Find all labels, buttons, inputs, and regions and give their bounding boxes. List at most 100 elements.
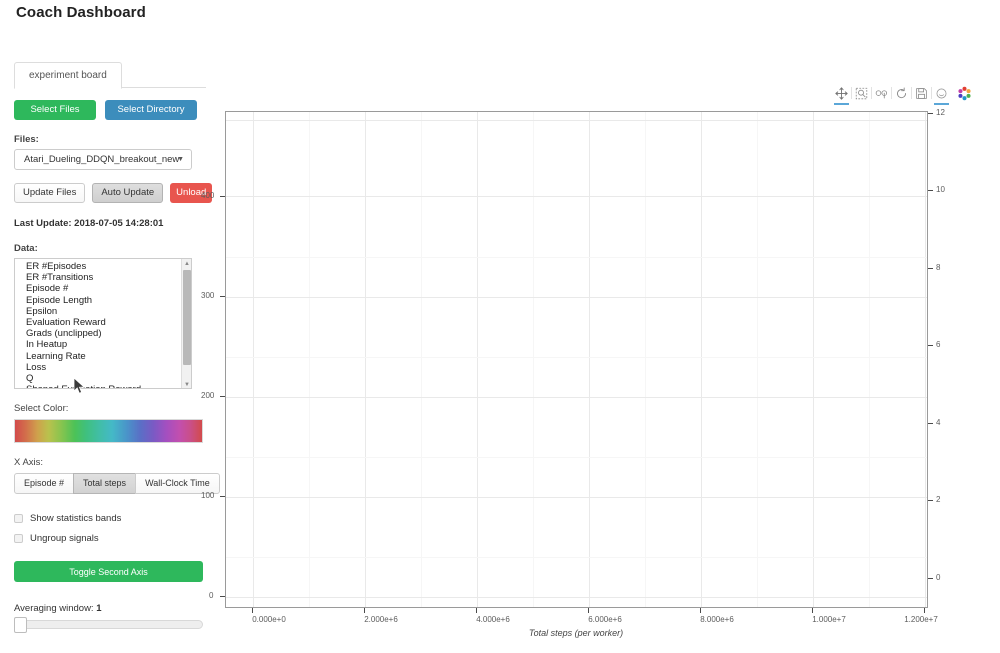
files-label: Files: [14,134,39,145]
list-item[interactable]: Loss [26,361,47,373]
list-item[interactable]: Evaluation Reward [26,317,106,329]
gridline-v-minor [869,112,870,607]
select-directory-button[interactable]: Select Directory [105,100,197,120]
toolbar-divider [891,87,892,99]
save-icon[interactable] [912,83,931,104]
y-right-tick-label: 12 [936,108,945,117]
gridline-v-minor [309,112,310,607]
x-tick-label: 8.000e+6 [700,615,734,624]
list-item[interactable]: Episode # [26,283,69,295]
data-label: Data: [14,243,38,254]
y-left-tick-label: 300 [201,291,215,300]
x-axis-option-wall-clock[interactable]: Wall-Clock Time [135,473,220,494]
wheel-zoom-icon[interactable] [872,83,891,104]
update-files-button[interactable]: Update Files [14,183,86,203]
y-right-tick-label: 0 [936,573,941,582]
pan-icon[interactable] [832,83,851,105]
y-right-tick-label: 6 [936,340,941,349]
list-item[interactable]: Shaped Evaluation Reward [15,384,191,388]
show-statistics-bands-checkbox[interactable] [14,514,23,523]
y-left-tick [220,196,225,197]
tab-experiment-board[interactable]: experiment board [14,62,122,89]
list-item[interactable]: Episode Length [26,294,93,306]
x-axis-selector: Episode # Total steps Wall-Clock Time [14,473,220,494]
list-item[interactable]: ER #Transitions [26,272,94,284]
gridline-h [226,297,927,298]
y-left-tick-label: 0 [209,591,214,600]
gridline-v [813,112,814,607]
slider-thumb[interactable] [14,617,27,633]
hover-icon[interactable] [932,83,951,105]
file-action-buttons: Update Files Auto Update Unload [14,183,213,203]
data-listbox-scrollbar[interactable]: ▲ ▼ [181,259,191,388]
list-item[interactable]: Grads (unclipped) [26,328,102,340]
gridline-v-minor [533,112,534,607]
y-right-tick-label: 8 [936,263,941,272]
x-axis-option-episode[interactable]: Episode # [14,473,75,494]
x-tick-label: 4.000e+6 [476,615,510,624]
x-axis-label: X Axis: [14,457,44,468]
gridline-h [226,597,927,598]
list-item[interactable]: ER #Episodes [26,261,87,272]
ungroup-signals-row[interactable]: Ungroup signals [14,533,206,544]
gridline-h [226,497,927,498]
y-right-tick [928,113,933,114]
x-tick-label: 1.000e+7 [812,615,846,624]
control-panel: experiment board Select Files Select Dir… [14,62,220,633]
ungroup-signals-checkbox[interactable] [14,534,23,543]
x-tick [700,608,701,613]
plot-area: 400 300 200 100 0 12 10 8 6 4 2 0 [201,82,996,638]
y-right-tick-label: 10 [936,185,945,194]
averaging-window-slider[interactable] [14,617,203,633]
y-right-tick [928,268,933,269]
color-picker-gradient[interactable] [14,419,203,443]
reset-icon[interactable] [892,83,911,104]
y-left-tick-label: 400 [201,191,215,200]
x-tick-label: 0.000e+0 [252,615,286,624]
x-tick [924,608,925,613]
x-tick-label: 6.000e+6 [588,615,622,624]
gridline-h-minor [226,357,927,358]
data-listbox[interactable]: ER #Episodes ER #Transitions Episode # E… [14,258,192,389]
y-left-tick-label: 200 [201,391,215,400]
scrollbar-thumb[interactable] [183,270,191,365]
toggle-second-axis-button[interactable]: Toggle Second Axis [14,561,203,582]
scroll-down-icon[interactable]: ▼ [182,380,191,388]
x-tick [812,608,813,613]
box-zoom-icon[interactable] [852,83,871,104]
gridline-v-minor [645,112,646,607]
toolbar-divider [871,87,872,99]
show-statistics-bands-row[interactable]: Show statistics bands [14,513,206,524]
plot-canvas[interactable] [225,111,928,608]
unload-button[interactable]: Unload [170,183,213,203]
select-files-button[interactable]: Select Files [14,100,96,120]
y-left-tick [220,596,225,597]
scroll-up-icon[interactable]: ▲ [182,259,191,269]
toolbar-divider [931,87,932,99]
list-item[interactable]: In Heatup [26,339,68,351]
y-right-tick [928,578,933,579]
list-item[interactable]: Epsilon [26,305,58,317]
files-select[interactable]: Atari_Dueling_DDQN_breakout_new ▼ [14,149,192,170]
averaging-window-text: Averaging window: [14,603,94,614]
auto-update-button[interactable]: Auto Update [92,183,164,203]
list-item[interactable]: Q [26,373,34,385]
list-item[interactable]: Learning Rate [26,350,86,362]
y-right-tick [928,190,933,191]
y-right-tick [928,423,933,424]
bokeh-logo-icon[interactable] [955,83,974,104]
tab-strip: experiment board [14,62,206,89]
gridline-v [925,112,926,607]
files-select-value: Atari_Dueling_DDQN_breakout_new [24,154,180,165]
x-tick-label: 2.000e+6 [364,615,398,624]
gridline-v [589,112,590,607]
y-right-tick-label: 4 [936,418,941,427]
gridline-v [253,112,254,607]
x-axis-option-total-steps[interactable]: Total steps [73,473,137,494]
page-title: Coach Dashboard [16,4,146,21]
x-tick [252,608,253,613]
gridline-v [477,112,478,607]
select-color-label: Select Color: [14,403,69,414]
file-source-buttons: Select Files Select Directory [14,100,206,120]
